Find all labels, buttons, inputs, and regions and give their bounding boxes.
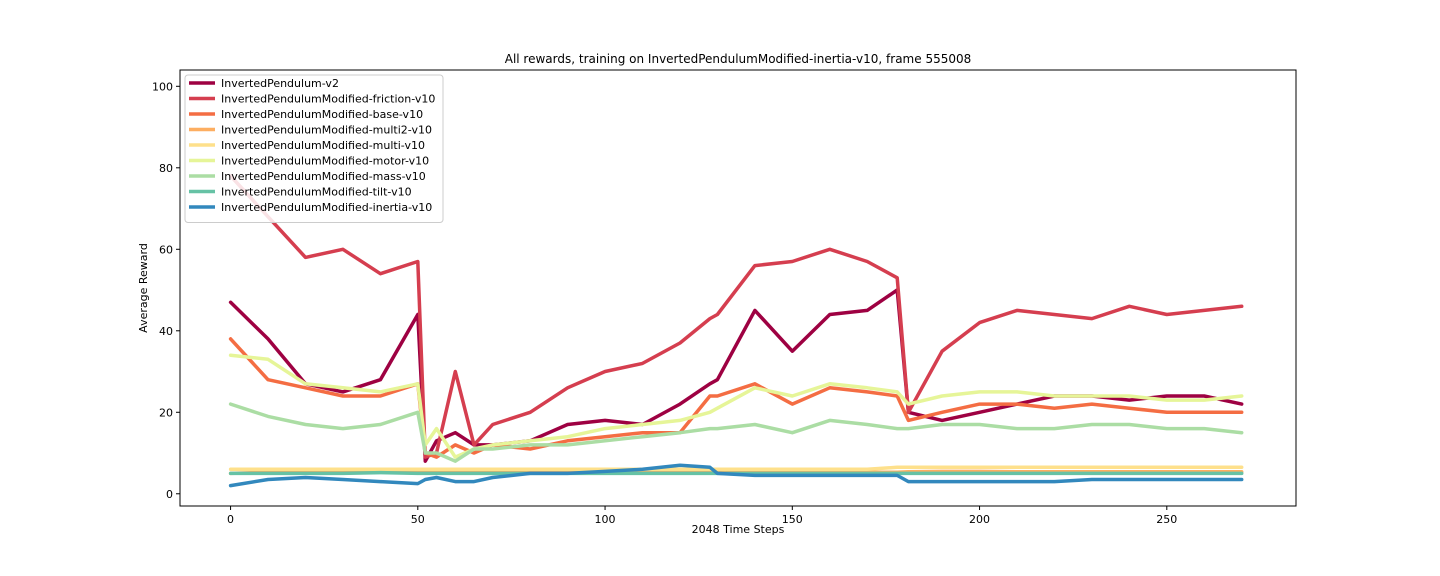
legend-label: InvertedPendulumModified-mass-v10 — [221, 170, 426, 183]
y-tick-label: 40 — [159, 325, 173, 338]
y-tick-label: 100 — [152, 80, 173, 93]
y-tick-label: 80 — [159, 162, 173, 175]
legend-label: InvertedPendulumModified-friction-v10 — [221, 93, 435, 106]
legend-label: InvertedPendulumModified-inertia-v10 — [221, 201, 432, 214]
x-tick-label: 250 — [1156, 513, 1177, 526]
series-line-7 — [228, 470, 1244, 476]
legend-label: InvertedPendulumModified-multi2-v10 — [221, 124, 432, 137]
x-tick-label: 50 — [411, 513, 425, 526]
y-tick-label: 0 — [166, 488, 173, 501]
chart-title: All rewards, training on InvertedPendulu… — [505, 52, 972, 66]
x-axis: 0 50 100 150 200 250 — [227, 506, 1177, 526]
y-tick-label: 20 — [159, 406, 173, 419]
legend-label: InvertedPendulumModified-tilt-v10 — [221, 186, 412, 199]
series-line-1 — [228, 174, 1244, 459]
x-tick-label: 200 — [969, 513, 990, 526]
y-axis: 0 20 40 60 80 100 — [152, 80, 180, 501]
y-axis-label: Average Reward — [137, 243, 150, 333]
x-tick-label: 0 — [227, 513, 234, 526]
x-tick-label: 100 — [595, 513, 616, 526]
plot-frame — [179, 69, 1297, 507]
legend-label: InvertedPendulumModified-motor-v10 — [221, 155, 429, 168]
legend-label: InvertedPendulumModified-multi-v10 — [221, 139, 425, 152]
x-tick-label: 150 — [782, 513, 803, 526]
legend-label: InvertedPendulum-v2 — [221, 77, 339, 90]
legend-box — [184, 74, 444, 223]
legend: InvertedPendulum-v2 InvertedPendulumModif… — [184, 74, 444, 223]
x-axis-label: 2048 Time Steps — [692, 523, 785, 536]
y-tick-label: 60 — [159, 243, 173, 256]
series-line-8 — [228, 463, 1244, 488]
series-line-6 — [228, 402, 1244, 463]
series-line-0 — [228, 288, 1244, 463]
series-layer — [228, 174, 1244, 488]
series-line-4 — [228, 465, 1244, 472]
series-line-5 — [228, 353, 1244, 459]
legend-label: InvertedPendulumModified-base-v10 — [221, 108, 423, 121]
